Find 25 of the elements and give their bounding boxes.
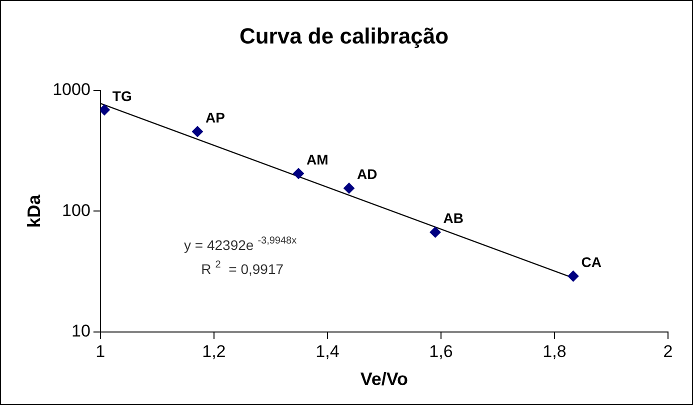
chart-title: Curva de calibração <box>239 23 449 48</box>
point <box>192 126 203 138</box>
annotation: CA <box>581 254 602 270</box>
y-axis-title: kDa <box>24 194 44 228</box>
x-tick-label: 1 <box>96 342 106 361</box>
point <box>100 104 110 116</box>
annotation: AP <box>205 110 225 126</box>
x-tick-label: 1,8 <box>542 342 566 361</box>
y-tick-label: 100 <box>62 200 90 220</box>
y-tick-label: 10 <box>71 322 90 341</box>
y-tick-label: 1000 <box>52 80 90 100</box>
x-tick-label: 2 <box>663 342 673 361</box>
annotation: AD <box>357 166 378 182</box>
point <box>344 182 355 194</box>
point <box>430 226 441 238</box>
annotation: y = 42392e-3,9948x <box>184 236 297 253</box>
annotation: TG <box>112 88 132 104</box>
x-tick-label: 1,6 <box>429 342 453 361</box>
annotation: AB <box>443 210 464 226</box>
annotation: AM <box>306 152 328 168</box>
x-tick-label: 1,2 <box>202 342 226 361</box>
x-tick-label: 1,4 <box>316 342 340 361</box>
x-axis-title: Ve/Vo <box>360 369 408 390</box>
point <box>293 168 304 180</box>
point <box>568 270 579 282</box>
